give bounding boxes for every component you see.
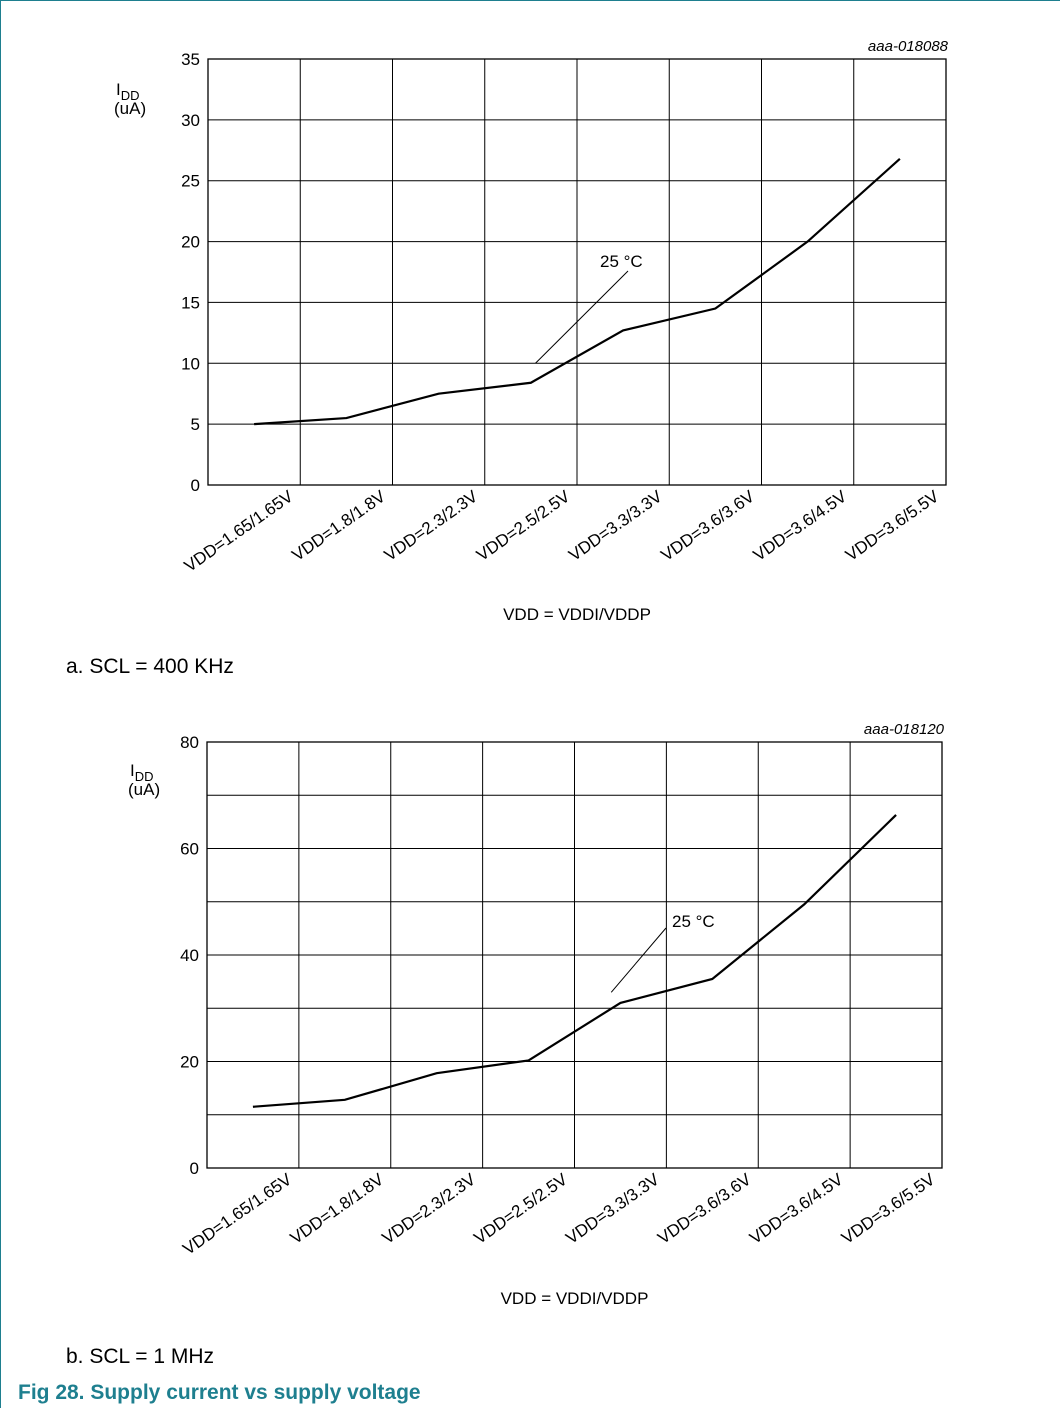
y-tick-label: 0 — [190, 1159, 199, 1178]
x-tick-label: VDD=3.6/3.6V — [654, 1169, 755, 1248]
x-tick-label: VDD=3.6/5.5V — [838, 1169, 939, 1248]
caption-a: a. SCL = 400 KHz — [66, 655, 234, 678]
y-tick-label: 40 — [180, 946, 199, 965]
x-tick-label: VDD=2.5/2.5V — [470, 1169, 571, 1248]
y-tick-label: 80 — [180, 733, 199, 752]
x-tick-label: VDD=2.3/2.3V — [379, 1169, 480, 1248]
x-tick-label: VDD=2.5/2.5V — [473, 486, 574, 565]
y-tick-label: 15 — [181, 293, 200, 312]
y-axis-unit: (uA) — [128, 780, 160, 799]
figure-title: Fig 28. Supply current vs supply voltage — [18, 1381, 421, 1404]
y-axis-unit: (uA) — [114, 99, 146, 118]
x-axis-label: VDD = VDDI/VDDP — [503, 605, 651, 624]
x-tick-label: VDD=1.8/1.8V — [288, 486, 389, 565]
y-tick-label: 35 — [181, 50, 200, 69]
x-tick-label: VDD=3.3/3.3V — [562, 1169, 663, 1248]
x-tick-label: VDD=3.6/5.5V — [842, 486, 943, 565]
chart-b: 0 20 40 60 80 IDD(uA) aaa-018120 VDD=1.65/1.65V… — [128, 721, 945, 1308]
series-line — [252, 814, 897, 1108]
y-axis-label: IDD — [130, 761, 154, 784]
y-tick-label: 20 — [181, 233, 200, 252]
x-axis-label: VDD = VDDI/VDDP — [501, 1289, 649, 1308]
annotation-label: 25 °C — [600, 252, 643, 271]
plot-frame — [207, 58, 947, 486]
y-tick-label: 0 — [191, 476, 200, 495]
plot-area — [206, 741, 943, 1169]
y-tick-label: 25 — [181, 172, 200, 191]
x-tick-label: VDD=3.3/3.3V — [565, 486, 666, 565]
x-tick-label: VDD=2.3/2.3V — [381, 486, 482, 565]
y-tick-label: 10 — [181, 354, 200, 373]
y-tick-label: 30 — [181, 111, 200, 130]
chart-a: 0 5 10 15 20 25 30 35 IDD(uA) aaa-018088 VDD=1.65/… — [114, 38, 949, 624]
x-tick-label: VDD=3.6/4.5V — [746, 1169, 847, 1248]
annotation-label: 25 °C — [672, 912, 715, 931]
x-tick-label: VDD=1.65/1.65V — [181, 486, 297, 575]
x-tick-label: VDD=1.65/1.65V — [179, 1169, 295, 1258]
y-tick-label: 20 — [180, 1053, 199, 1072]
y-axis-label: IDD — [116, 80, 140, 103]
x-tick-label: VDD=3.6/4.5V — [750, 486, 851, 565]
x-tick-label: VDD=3.6/3.6V — [657, 486, 758, 565]
figure-id-label: aaa-018088 — [868, 38, 949, 55]
plot-frame — [206, 741, 943, 1169]
annotation-leader — [610, 927, 667, 993]
caption-b: b. SCL = 1 MHz — [66, 1345, 215, 1368]
y-tick-label: 60 — [180, 840, 199, 859]
y-tick-label: 5 — [191, 415, 200, 434]
series-line — [254, 157, 901, 426]
plot-area — [207, 58, 947, 486]
annotation-leader — [535, 270, 629, 364]
figure-id-label: aaa-018120 — [864, 721, 945, 738]
x-tick-label: VDD=1.8/1.8V — [287, 1169, 388, 1248]
